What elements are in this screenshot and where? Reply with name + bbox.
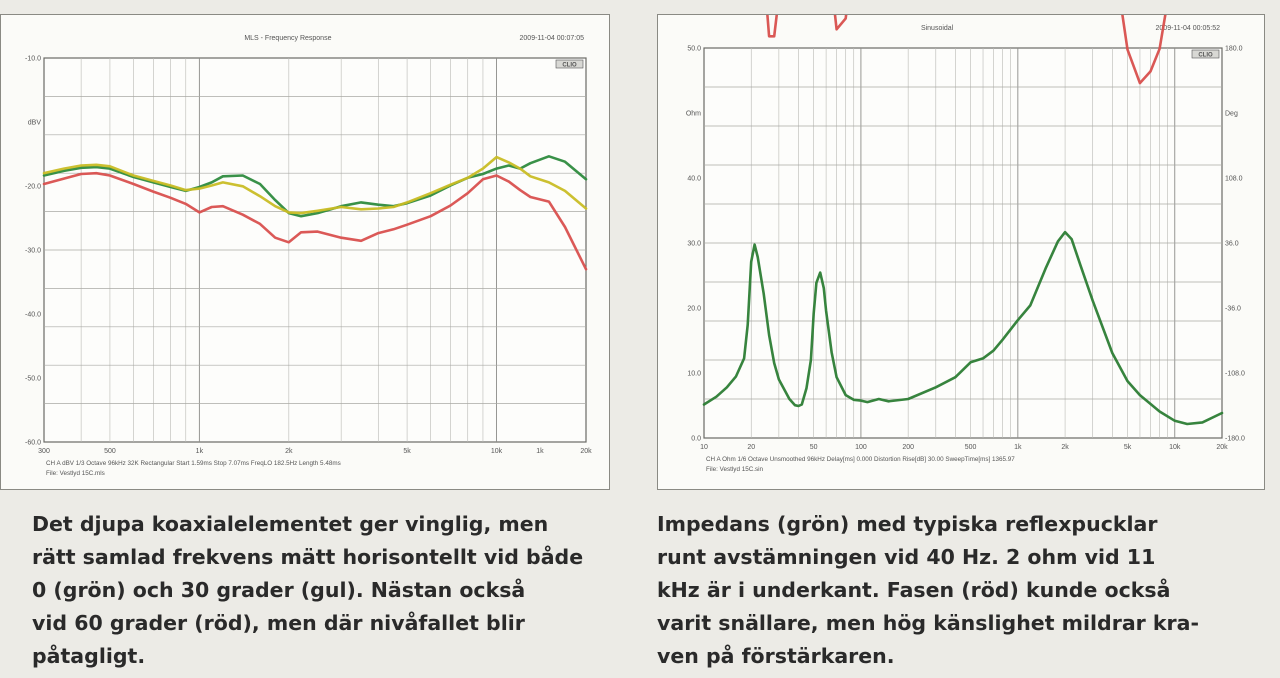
- y-right-tick-label: 108.0: [1225, 176, 1243, 183]
- clio-badge-box: [555, 59, 584, 69]
- left-caption-line: Det djupa koaxialelementet ger vinglig, …: [32, 512, 549, 536]
- y-tick-label: Ohm: [686, 111, 701, 118]
- chart-title: MLS - Frequency Response: [244, 35, 331, 42]
- left-caption-line: rätt samlad frekvens mätt horisontellt v…: [32, 545, 584, 569]
- y-tick-label: dBV: [28, 120, 42, 127]
- x-tick-label: 300: [38, 448, 50, 455]
- y-tick-label: -10.0: [25, 56, 41, 63]
- y-tick-label: 40.0: [687, 176, 701, 183]
- chart-timestamp: 2009-11-04 00:05:52: [1156, 25, 1221, 32]
- chart-settings: CH A Ohm 1/6 Octave Unsmoothed 96kHz Del…: [706, 456, 1015, 463]
- y-tick-label: -20.0: [25, 184, 41, 191]
- right-caption: Impedans (grön) med typiska reflexpuckla…: [657, 508, 1257, 673]
- y-right-tick-label: -36.0: [1225, 306, 1241, 313]
- chart-file: File: Vestlyd 15C.sin: [706, 466, 764, 473]
- y-right-tick-label: 180.0: [1225, 46, 1243, 53]
- y-tick-label: -30.0: [25, 248, 41, 255]
- x-tick-label: 5k: [1124, 444, 1132, 451]
- chart-file: File: Vestlyd 15C.mls: [46, 470, 105, 477]
- right-caption-line: runt avstämningen vid 40 Hz. 2 ohm vid 1…: [657, 545, 1156, 569]
- y-tick-label: 10.0: [687, 371, 701, 378]
- y-right-tick-label: -180.0: [1225, 436, 1245, 443]
- chart-title: Sinusoidal: [921, 25, 954, 32]
- clio-badge-box: [1191, 49, 1220, 59]
- y-tick-label: 0.0: [691, 436, 701, 443]
- x-tick-label: 10: [700, 444, 708, 451]
- x-tick-label: 50: [810, 444, 818, 451]
- y-tick-label: -50.0: [25, 376, 41, 383]
- x-tick-label: 5k: [403, 448, 411, 455]
- y-tick-label: 50.0: [687, 46, 701, 53]
- left-caption-line: vid 60 grader (röd), men där nivåfallet …: [32, 611, 525, 635]
- impedance-panel: Sinusoidal 2009-11-04 00:05:52 CLIO 50.0 Ohm…: [657, 14, 1265, 490]
- right-caption-line: varit snällare, men hög känslighet mildr…: [657, 611, 1199, 635]
- impedance-chart: Sinusoidal 2009-11-04 00:05:52 CLIO 50.0 Ohm…: [686, 15, 1245, 473]
- series-line-0: [42, 155, 588, 218]
- frequency-response-panel: MLS - Frequency Response 2009-11-04 00:07…: [0, 14, 610, 490]
- y-right-tick-label: -108.0: [1225, 371, 1245, 378]
- series-line-0: [702, 230, 1224, 426]
- series-line-2: [42, 171, 588, 271]
- y-tick-label: -40.0: [25, 312, 41, 319]
- x-tick-label: 1k: [196, 448, 204, 455]
- left-caption: Det djupa koaxialelementet ger vinglig, …: [32, 508, 622, 673]
- x-tick-label: 200: [902, 444, 914, 451]
- x-tick-label: 20k: [1216, 444, 1228, 451]
- x-tick-label: 500: [965, 444, 977, 451]
- y-tick-label: 30.0: [687, 241, 701, 248]
- x-tick-label: 2k: [285, 448, 293, 455]
- x-tick-label: 10k: [491, 448, 503, 455]
- y-tick-label: 20.0: [687, 306, 701, 313]
- right-caption-line: kHz är i underkant. Fasen (röd) kunde oc…: [657, 578, 1171, 602]
- x-tick-label: 10k: [1169, 444, 1181, 451]
- y-right-tick-label: Deg: [1225, 111, 1238, 118]
- chart-timestamp: 2009-11-04 00:07:05: [520, 35, 585, 42]
- x-tick-label: 1k: [1014, 444, 1022, 451]
- x-tick-label: 20k: [580, 448, 592, 455]
- clio-badge: CLIO: [1198, 53, 1213, 59]
- y-tick-label: -60.0: [25, 440, 41, 447]
- series-line-1: [42, 155, 588, 215]
- right-caption-line: ven på förstärkaren.: [657, 644, 895, 668]
- y-right-tick-label: 36.0: [1225, 241, 1239, 248]
- left-caption-line: påtagligt.: [32, 644, 146, 668]
- left-caption-line: 0 (grön) och 30 grader (gul). Nästan ock…: [32, 578, 526, 602]
- x-tick-label: 500: [104, 448, 116, 455]
- x-tick-label: 20: [747, 444, 755, 451]
- frequency-response-chart: MLS - Frequency Response 2009-11-04 00:07…: [25, 35, 592, 477]
- clio-badge: CLIO: [562, 63, 577, 69]
- x-tick-label: 2k: [1061, 444, 1069, 451]
- right-caption-line: Impedans (grön) med typiska reflexpuckla…: [657, 512, 1158, 536]
- x-tick-label: 1k: [536, 448, 544, 455]
- chart-settings: CH A dBV 1/3 Octave 96kHz 32K Rectangula…: [46, 460, 341, 467]
- x-tick-label: 100: [855, 444, 867, 451]
